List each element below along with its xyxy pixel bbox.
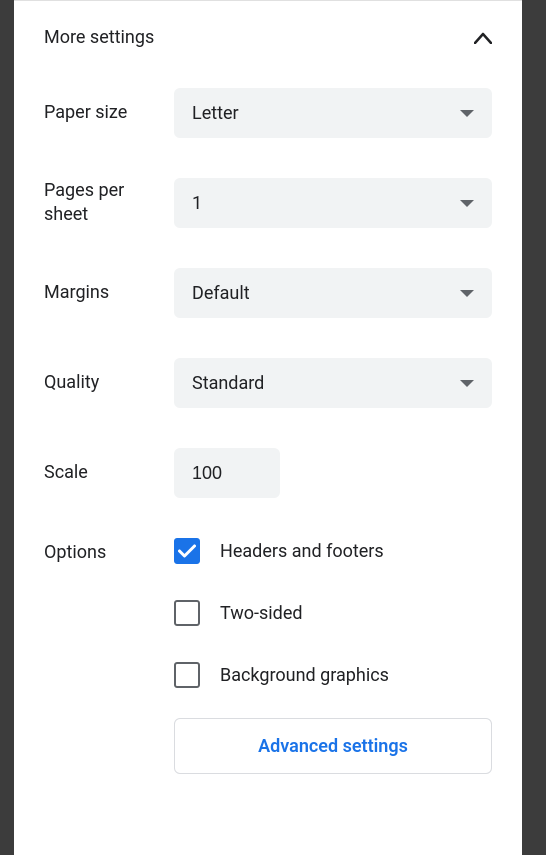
dropdown-caret-icon (460, 380, 474, 387)
pages-per-sheet-label: Pages per sheet (44, 179, 174, 228)
headers-footers-label: Headers and footers (220, 541, 384, 562)
advanced-settings-label: Advanced settings (258, 736, 408, 757)
options-block: Options Headers and footers Two-sided Ba… (44, 538, 492, 688)
two-sided-checkbox-row[interactable]: Two-sided (174, 600, 492, 626)
margins-value: Default (192, 283, 250, 304)
options-checkbox-list: Headers and footers Two-sided Background… (174, 538, 492, 688)
headers-footers-checkbox[interactable] (174, 538, 200, 564)
background-graphics-label: Background graphics (220, 665, 389, 686)
paper-size-row: Paper size Letter (44, 88, 492, 138)
pages-per-sheet-value: 1 (192, 193, 202, 214)
more-settings-header[interactable]: More settings (44, 1, 492, 88)
section-title: More settings (44, 27, 154, 48)
advanced-settings-button[interactable]: Advanced settings (174, 718, 492, 774)
margins-row: Margins Default (44, 268, 492, 318)
paper-size-label: Paper size (44, 101, 174, 125)
paper-size-value: Letter (192, 103, 239, 124)
two-sided-checkbox[interactable] (174, 600, 200, 626)
pages-per-sheet-row: Pages per sheet 1 (44, 178, 492, 228)
options-label: Options (44, 538, 174, 688)
scale-input[interactable] (174, 448, 280, 498)
margins-select[interactable]: Default (174, 268, 492, 318)
paper-size-select[interactable]: Letter (174, 88, 492, 138)
quality-row: Quality Standard (44, 358, 492, 408)
checkmark-icon (178, 544, 196, 558)
headers-footers-checkbox-row[interactable]: Headers and footers (174, 538, 492, 564)
scale-label: Scale (44, 461, 174, 485)
pages-per-sheet-select[interactable]: 1 (174, 178, 492, 228)
chevron-up-icon (474, 29, 492, 47)
two-sided-label: Two-sided (220, 603, 303, 624)
quality-select[interactable]: Standard (174, 358, 492, 408)
dropdown-caret-icon (460, 200, 474, 207)
quality-label: Quality (44, 371, 174, 395)
scale-row: Scale (44, 448, 492, 498)
margins-label: Margins (44, 281, 174, 305)
dropdown-caret-icon (460, 110, 474, 117)
dropdown-caret-icon (460, 290, 474, 297)
print-more-settings-panel: More settings Paper size Letter Pages pe… (14, 0, 522, 855)
quality-value: Standard (192, 373, 264, 394)
background-graphics-checkbox[interactable] (174, 662, 200, 688)
background-graphics-checkbox-row[interactable]: Background graphics (174, 662, 492, 688)
